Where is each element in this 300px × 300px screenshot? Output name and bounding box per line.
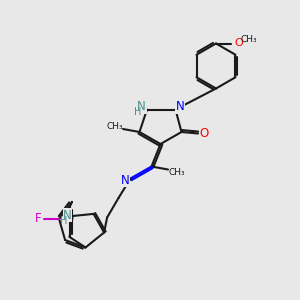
Text: O: O xyxy=(200,127,208,140)
Text: N: N xyxy=(63,208,72,222)
Text: H: H xyxy=(60,215,67,226)
Text: F: F xyxy=(35,212,41,226)
Text: CH₃: CH₃ xyxy=(241,35,257,44)
Text: N: N xyxy=(137,100,146,113)
Text: N: N xyxy=(121,173,130,187)
Text: H: H xyxy=(134,106,141,117)
Text: N: N xyxy=(176,100,184,113)
Text: O: O xyxy=(234,38,243,49)
Text: CH₃: CH₃ xyxy=(106,122,123,130)
Text: CH₃: CH₃ xyxy=(168,168,185,177)
